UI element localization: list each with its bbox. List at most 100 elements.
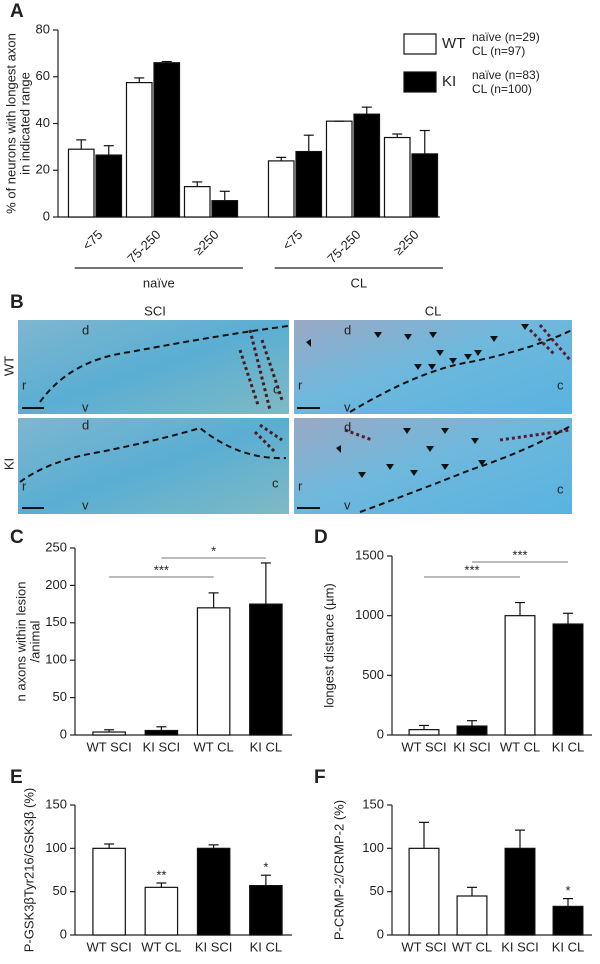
marker: d bbox=[82, 322, 89, 337]
significance-label: * bbox=[263, 860, 268, 875]
y-tick-label: 1000 bbox=[355, 607, 384, 622]
y-tick-label: 50 bbox=[53, 689, 67, 704]
x-tick-label: WT SCI bbox=[86, 939, 131, 954]
legend-swatch bbox=[403, 33, 437, 55]
y-tick-label: 40 bbox=[36, 115, 50, 130]
axon-staining bbox=[238, 329, 284, 411]
bar bbox=[552, 623, 584, 736]
bar bbox=[504, 847, 536, 936]
arrowheads bbox=[306, 324, 529, 370]
y-axis-title: n axons within lesion bbox=[13, 582, 28, 702]
arrowheads bbox=[336, 428, 486, 478]
y-tick-label: 250 bbox=[45, 539, 67, 554]
bar bbox=[267, 160, 295, 218]
lesion-border bbox=[39, 325, 289, 403]
y-tick-label: 0 bbox=[377, 726, 384, 741]
bar bbox=[456, 895, 488, 936]
row-label: WT bbox=[1, 356, 16, 376]
marker: d bbox=[82, 417, 89, 432]
y-tick-label: 500 bbox=[362, 667, 384, 682]
panel-label: D bbox=[314, 527, 328, 548]
legend-note: CL (n=100) bbox=[472, 82, 532, 96]
y-tick-label: 50 bbox=[370, 883, 384, 898]
y-tick-label: 80 bbox=[36, 21, 50, 36]
y-tick-label: 150 bbox=[45, 796, 67, 811]
bar bbox=[325, 120, 353, 218]
y-axis-title: P-CRMP-2/CRMP-2 (%) bbox=[331, 800, 346, 940]
row-label: KI bbox=[1, 458, 16, 470]
marker: c bbox=[557, 377, 564, 392]
x-tick-label: ≥250 bbox=[391, 227, 422, 258]
bar bbox=[249, 884, 283, 936]
group-label: CL bbox=[350, 275, 367, 290]
significance-label: ** bbox=[156, 867, 166, 882]
marker: c bbox=[272, 475, 279, 490]
significance-label: *** bbox=[464, 562, 479, 577]
y-axis-title: /animal bbox=[27, 620, 42, 662]
y-axis-title: longest distance (µm) bbox=[321, 583, 336, 708]
x-tick-label: KI SCI bbox=[501, 939, 539, 954]
x-tick-label: KI CL bbox=[250, 739, 283, 754]
group-label: naïve bbox=[143, 275, 175, 290]
y-tick-label: 20 bbox=[36, 162, 50, 177]
panel-label: C bbox=[10, 527, 24, 548]
legend-note: naïve (n=29) bbox=[472, 30, 540, 44]
marker: v bbox=[344, 399, 351, 414]
marker: d bbox=[344, 322, 351, 337]
bar bbox=[383, 136, 411, 218]
lesion-border bbox=[349, 329, 573, 413]
marker: v bbox=[82, 497, 89, 512]
x-tick-label: WT SCI bbox=[401, 939, 446, 954]
marker: c bbox=[557, 481, 564, 496]
bar bbox=[408, 847, 440, 936]
y-tick-label: 150 bbox=[362, 796, 384, 811]
y-tick-label: 0 bbox=[60, 926, 67, 941]
significance-label: *** bbox=[154, 562, 169, 577]
bar bbox=[92, 731, 126, 736]
y-tick-label: 1500 bbox=[355, 547, 384, 562]
marker: r bbox=[22, 478, 27, 493]
x-tick-label: 75-250 bbox=[124, 227, 163, 266]
lesion-border bbox=[19, 426, 287, 483]
x-tick-label: WT CL bbox=[141, 939, 181, 954]
panel-label: F bbox=[314, 767, 326, 788]
y-tick-label: 100 bbox=[362, 840, 384, 855]
column-label: SCI bbox=[144, 303, 166, 318]
bar bbox=[67, 148, 95, 218]
bar bbox=[92, 847, 126, 936]
bar bbox=[144, 886, 179, 936]
y-tick-label: 50 bbox=[53, 883, 67, 898]
marker: c bbox=[273, 381, 280, 396]
x-tick-label: WT CL bbox=[500, 739, 540, 754]
micrograph-panel: B SCI CL WT KI d v r c d v r c d v r c d… bbox=[1, 292, 573, 514]
marker: r bbox=[298, 478, 303, 493]
y-tick-label: 0 bbox=[377, 926, 384, 941]
x-tick-label: 75-250 bbox=[324, 227, 363, 266]
bar bbox=[353, 113, 381, 218]
legend-label: WT bbox=[442, 35, 465, 52]
panel-label: E bbox=[10, 767, 23, 788]
bar bbox=[196, 607, 231, 736]
significance-label: * bbox=[211, 543, 216, 558]
x-tick-label: WT CL bbox=[452, 939, 492, 954]
x-tick-label: KI SCI bbox=[143, 739, 181, 754]
x-tick-label: KI SCI bbox=[195, 939, 233, 954]
x-tick-label: WT SCI bbox=[401, 739, 446, 754]
y-tick-label: 100 bbox=[45, 652, 67, 667]
axon-staining bbox=[528, 324, 572, 361]
column-label: CL bbox=[425, 303, 442, 318]
micrograph bbox=[18, 418, 289, 514]
bar bbox=[411, 153, 439, 218]
micrograph bbox=[294, 418, 572, 514]
micrograph bbox=[18, 320, 289, 414]
marker: r bbox=[298, 377, 303, 392]
bar bbox=[196, 847, 231, 936]
bar bbox=[211, 200, 239, 218]
y-tick-label: 200 bbox=[45, 577, 67, 592]
legend-note: naïve (n=83) bbox=[472, 68, 540, 82]
y-axis-title: in indicated range bbox=[17, 72, 32, 175]
bar bbox=[408, 729, 440, 736]
x-tick-label: KI SCI bbox=[453, 739, 491, 754]
